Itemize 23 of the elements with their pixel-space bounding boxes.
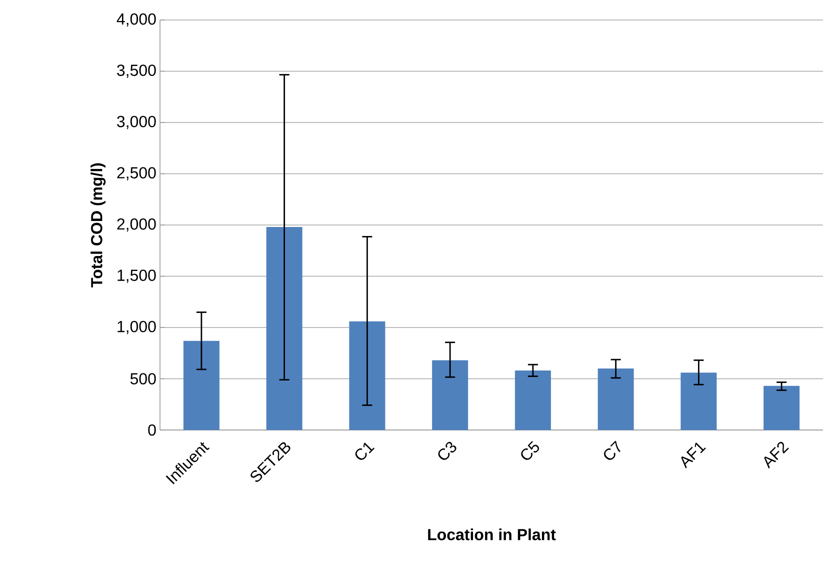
y-axis-title: Total COD (mg/l) bbox=[90, 163, 106, 288]
x-tick-label: C7 bbox=[604, 440, 620, 460]
y-tick-label: 0 bbox=[148, 424, 156, 436]
y-tick-label: 2,000 bbox=[117, 218, 156, 232]
y-tick-label: 2,500 bbox=[117, 167, 156, 180]
bar bbox=[514, 370, 551, 430]
x-tick-label: C3 bbox=[438, 442, 456, 460]
y-tick-label: 3,500 bbox=[117, 64, 156, 78]
bar bbox=[764, 386, 800, 430]
x-tick-label: C1 bbox=[355, 442, 375, 460]
x-tick-label: C5 bbox=[521, 441, 540, 460]
y-tick-label: 1,500 bbox=[118, 270, 156, 283]
bar bbox=[680, 372, 717, 430]
y-tick-label: 3,000 bbox=[117, 116, 156, 130]
bar bbox=[183, 340, 220, 430]
x-tick-label: AF2 bbox=[764, 442, 789, 469]
bar bbox=[432, 360, 468, 430]
bar bbox=[598, 368, 634, 430]
y-tick-label: 1,000 bbox=[118, 320, 156, 334]
x-axis-title: Location in Plant bbox=[428, 528, 556, 540]
x-tick-label: AF1 bbox=[681, 442, 706, 469]
y-tick-label: 500 bbox=[130, 373, 156, 384]
y-tick-label: 4,000 bbox=[116, 13, 156, 27]
